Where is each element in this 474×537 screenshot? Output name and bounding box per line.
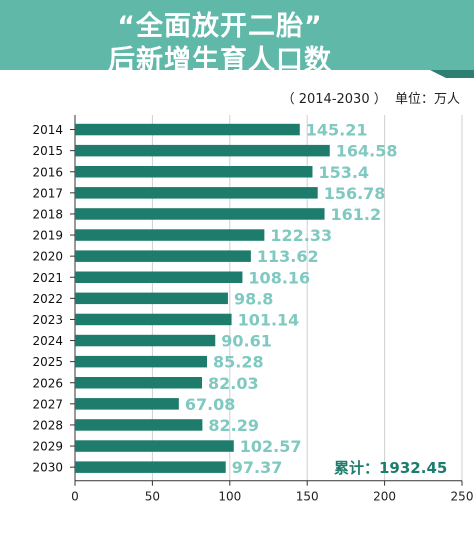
x-tick-label: 50: [145, 490, 160, 504]
value-label: 98.8: [234, 289, 273, 308]
category-label: 2028: [32, 418, 63, 432]
category-label: 2018: [32, 207, 63, 221]
category-label: 2023: [32, 313, 63, 327]
value-label: 145.21: [306, 121, 368, 140]
banner-corner-shadow: [430, 70, 474, 78]
value-label: 122.33: [270, 226, 332, 245]
category-label: 2016: [32, 165, 63, 179]
bar: [75, 187, 318, 199]
banner-corner-fold: [446, 0, 474, 78]
value-label: 82.03: [208, 374, 259, 393]
title-banner: [0, 0, 474, 78]
category-label: 2019: [32, 229, 63, 243]
chart-subtitle: 后新增生育人口数: [108, 45, 332, 76]
bar: [75, 313, 232, 326]
category-label: 2017: [32, 186, 63, 200]
value-label: 85.28: [213, 353, 264, 372]
category-label: 2029: [32, 440, 63, 454]
value-label: 153.4: [318, 163, 369, 182]
value-label: 108.16: [248, 268, 310, 287]
bar: [75, 292, 228, 305]
bar: [75, 419, 203, 431]
bar: [75, 271, 243, 283]
value-label: 101.14: [238, 310, 300, 329]
bar: [75, 229, 265, 241]
value-label: 102.57: [240, 437, 302, 456]
value-label: 90.61: [221, 332, 272, 351]
bar: [75, 398, 179, 410]
total-annotation: 累计：1932.45: [334, 459, 447, 477]
bar: [75, 334, 216, 347]
chart-title: “全面放开二胎”: [117, 11, 323, 42]
value-label: 156.78: [324, 184, 386, 203]
bar: [75, 123, 300, 136]
category-label: 2015: [32, 144, 63, 158]
bar: [75, 144, 330, 157]
value-label: 161.2: [331, 205, 382, 224]
x-tick-label: 250: [451, 490, 474, 504]
category-label: 2030: [32, 461, 63, 475]
category-label: 2025: [32, 355, 63, 369]
x-tick-label: 200: [373, 490, 396, 504]
bar: [75, 208, 325, 220]
x-tick-label: 150: [296, 490, 319, 504]
bar: [75, 440, 234, 452]
category-label: 2027: [32, 397, 63, 411]
category-label: 2014: [32, 123, 63, 137]
bar: [75, 355, 208, 368]
category-label: 2021: [32, 271, 63, 285]
bar: [75, 377, 202, 389]
x-tick-label: 100: [218, 490, 241, 504]
x-tick-label: 0: [71, 490, 79, 504]
unit-note: （ 2014-2030 ） 单位：万人: [281, 92, 460, 107]
bar: [75, 166, 313, 178]
category-label: 2026: [32, 376, 63, 390]
category-label: 2024: [32, 334, 63, 348]
category-label: 2020: [32, 250, 63, 264]
value-label: 97.37: [232, 458, 283, 477]
category-label: 2022: [32, 292, 63, 306]
bar: [75, 250, 251, 262]
value-label: 82.29: [208, 416, 259, 435]
value-label: 67.08: [185, 395, 236, 414]
banner-background: [0, 0, 446, 70]
value-label: 113.62: [257, 247, 319, 266]
value-label: 164.58: [336, 142, 398, 161]
bar: [75, 461, 226, 473]
